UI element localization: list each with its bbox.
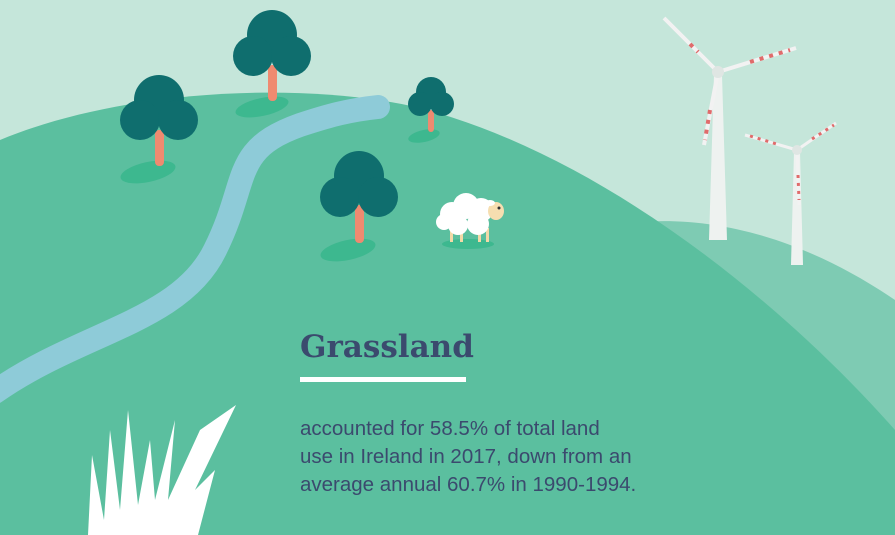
body-line: use in Ireland in 2017, down from an bbox=[300, 445, 632, 468]
grass bbox=[88, 405, 236, 535]
tree bbox=[320, 151, 398, 262]
body-line: accounted for 58.5% of total land bbox=[300, 417, 600, 440]
title: Grassland bbox=[300, 329, 474, 365]
tree bbox=[233, 10, 311, 118]
sheep bbox=[436, 193, 504, 249]
title-underline bbox=[300, 377, 466, 382]
wind-turbine bbox=[662, 16, 797, 240]
wind-turbine bbox=[744, 121, 837, 265]
tree bbox=[120, 75, 198, 184]
tree bbox=[408, 77, 454, 143]
body-line: average annual 60.7% in 1990-1994. bbox=[300, 473, 636, 496]
river bbox=[0, 95, 390, 403]
